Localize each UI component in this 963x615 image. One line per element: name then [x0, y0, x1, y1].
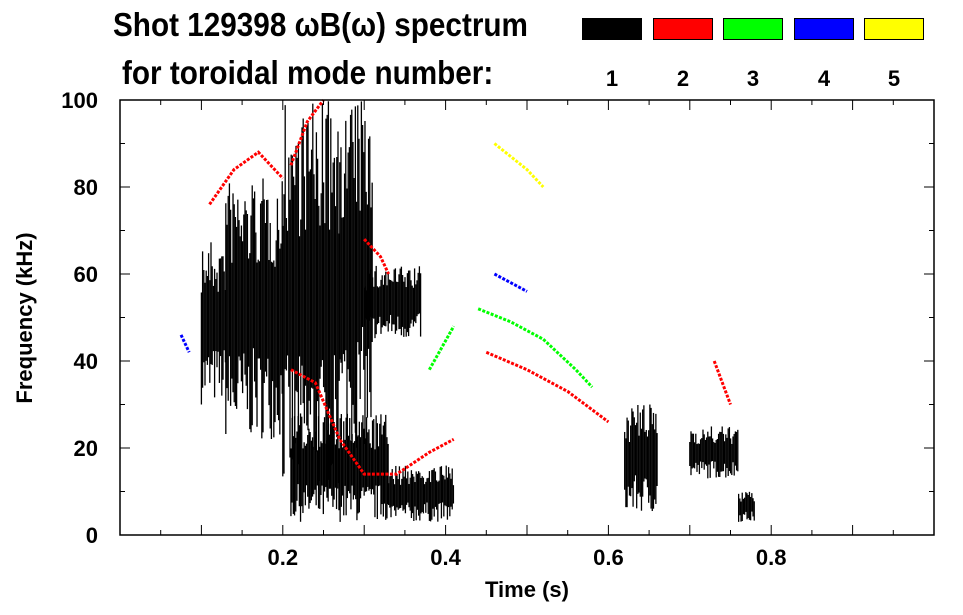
legend-label-mode-4: 4	[817, 66, 831, 91]
mode-1-region	[290, 413, 389, 522]
y-axis-label: Frequency (kHz)	[12, 232, 37, 403]
mode-2-trace	[290, 368, 455, 476]
legend-swatch-mode-5	[864, 18, 924, 40]
y-tick-label: 100	[61, 88, 98, 113]
legend-swatch-mode-3	[723, 18, 783, 40]
x-tick-label: 0.6	[593, 545, 624, 570]
y-tick-label: 60	[74, 262, 98, 287]
mode-1-region	[363, 265, 422, 339]
x-tick-label: 0.8	[756, 545, 787, 570]
y-tick-label: 0	[86, 523, 98, 548]
x-tick-label: 0.4	[430, 545, 461, 570]
legend-swatch-mode-2	[653, 18, 713, 40]
x-tick-label: 0.2	[268, 545, 299, 570]
mode-1-region	[689, 426, 739, 479]
mode-2-trace	[208, 150, 284, 206]
legend-label-mode-1: 1	[605, 66, 619, 91]
mode-1-region	[624, 404, 658, 512]
y-tick-label: 80	[74, 175, 98, 200]
title-line2: for toroidal mode number:	[122, 54, 494, 91]
y-tick-label: 20	[74, 436, 98, 461]
mode-1-region	[737, 491, 755, 522]
mode-2-trace	[712, 360, 732, 406]
mode-2-trace	[363, 238, 390, 275]
mode-2-trace	[485, 350, 610, 424]
mode-3-trace	[428, 325, 456, 371]
legend-label-mode-5: 5	[887, 66, 901, 91]
title-line1: Shot 129398 ωB(ω) spectrum	[113, 6, 528, 43]
mode-5-trace	[493, 142, 545, 189]
legend-swatch-mode-1	[582, 18, 642, 40]
x-axis-label: Time (s)	[485, 577, 569, 602]
mode-4-trace	[179, 334, 191, 353]
legend-label-mode-3: 3	[746, 66, 760, 91]
mode-1-region	[225, 178, 283, 440]
mode-1-region	[339, 101, 373, 448]
legend-label-mode-2: 2	[676, 66, 690, 91]
mode-2-trace	[289, 99, 325, 166]
mode-4-trace	[493, 272, 528, 293]
mode-1-region	[387, 465, 455, 522]
mode-1-region	[200, 242, 227, 405]
y-tick-label: 40	[74, 349, 98, 374]
legend-swatch-mode-4	[794, 18, 854, 40]
mode-3-trace	[477, 307, 594, 389]
